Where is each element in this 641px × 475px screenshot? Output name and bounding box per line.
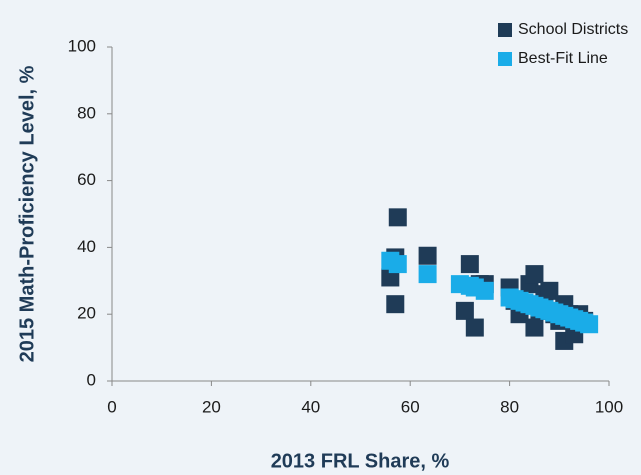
point bbox=[418, 265, 437, 284]
x-tick-label: 80 bbox=[500, 397, 519, 416]
legend-swatch bbox=[498, 52, 512, 66]
y-axis-title: 2015 Math-Proficiency Level, % bbox=[16, 65, 38, 362]
point bbox=[475, 281, 494, 300]
point bbox=[388, 208, 407, 227]
y-tick-label: 20 bbox=[77, 304, 96, 323]
legend-swatch bbox=[498, 23, 512, 37]
point bbox=[540, 281, 559, 300]
point bbox=[525, 265, 544, 284]
x-tick-label: 60 bbox=[401, 397, 420, 416]
y-tick-label: 80 bbox=[77, 103, 96, 122]
y-tick-label: 60 bbox=[77, 170, 96, 189]
point bbox=[460, 255, 479, 274]
x-tick-label: 40 bbox=[301, 397, 320, 416]
point bbox=[580, 315, 599, 334]
point bbox=[386, 295, 405, 314]
x-tick-label: 20 bbox=[202, 397, 221, 416]
point bbox=[465, 318, 484, 337]
y-tick-label: 100 bbox=[68, 36, 96, 55]
point bbox=[525, 318, 544, 337]
point bbox=[388, 255, 407, 274]
x-tick-label: 100 bbox=[595, 397, 623, 416]
x-axis-title: 2013 FRL Share, % bbox=[271, 450, 450, 472]
legend-label: School Districts bbox=[518, 21, 628, 38]
y-tick-label: 0 bbox=[87, 370, 96, 389]
legend-label: Best-Fit Line bbox=[518, 50, 608, 67]
x-tick-label: 0 bbox=[107, 397, 116, 416]
point bbox=[418, 246, 437, 265]
point bbox=[455, 301, 474, 320]
y-tick-label: 40 bbox=[77, 237, 96, 256]
